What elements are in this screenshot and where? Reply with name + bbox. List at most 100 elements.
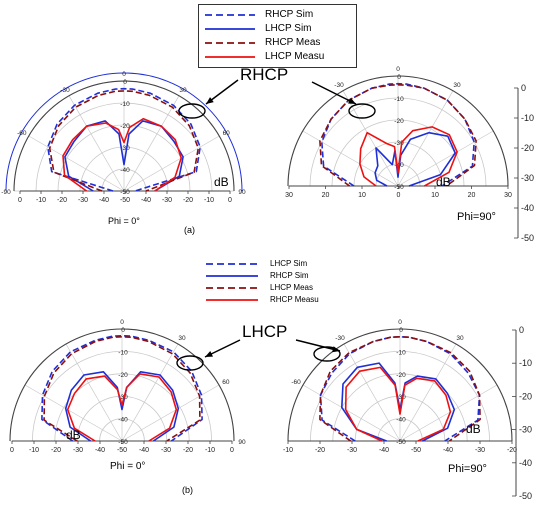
legend-line-sample — [206, 263, 258, 265]
radial-tick-label: -10 — [396, 349, 406, 356]
series-line — [359, 126, 458, 187]
callout-arrowhead — [348, 97, 356, 104]
bottom-tick-label: -40 — [95, 447, 105, 454]
panel-label-a: (a) — [184, 225, 195, 235]
radial-tick-label: -50 — [396, 439, 406, 446]
bottom-tick-label: -20 — [183, 447, 193, 454]
series-line — [344, 366, 452, 442]
legend-b-label: RHCP Measu — [270, 295, 319, 304]
bottom-tick-label: -20 — [57, 197, 67, 204]
legend-b-row: RHCP Sim — [200, 270, 338, 282]
legend-line-sample — [206, 299, 258, 301]
side-axis-tick-label: -50 — [519, 491, 532, 501]
bottom-tick-label: -50 — [120, 197, 130, 204]
side-axis-tick-label: -20 — [521, 143, 534, 153]
bottom-tick-label: 0 — [397, 192, 401, 199]
angle-tick-label: 30 — [179, 87, 187, 94]
polar-spoke — [302, 384, 401, 442]
legend-b: LHCP Sim RHCP Sim LHCP Meas RHCP Measu — [200, 257, 338, 313]
legend-b-row: LHCP Sim — [200, 258, 338, 270]
radial-tick-label: 0 — [397, 74, 401, 81]
bottom-tick-label: -10 — [29, 447, 39, 454]
bottom-tick-label: 20 — [322, 192, 330, 199]
radial-tick-label: -40 — [396, 417, 406, 424]
series-line — [374, 131, 456, 187]
polar-spoke — [302, 130, 399, 187]
angle-tick-label: 60 — [222, 379, 230, 386]
angle-tick-label: 30 — [456, 335, 464, 342]
bottom-tick-label: 30 — [285, 192, 293, 199]
legend-line-sample — [205, 42, 255, 44]
angle-tick-label: 90 — [238, 189, 246, 196]
legend-line-sample — [205, 56, 255, 58]
cut-label-b-left: Phi = 0° — [110, 461, 146, 472]
angle-tick-label: 90 — [238, 439, 246, 446]
unit-label-a-right: dB — [436, 175, 451, 189]
series-line — [62, 117, 182, 192]
bottom-tick-label: -10 — [283, 447, 293, 454]
angle-tick-label: 0 — [122, 71, 126, 78]
bottom-tick-label: -20 — [507, 447, 517, 454]
legend-a-row: LHCP Sim — [199, 23, 356, 35]
legend-a: RHCP Sim LHCP Sim RHCP Meas LHCP Measu — [198, 4, 357, 68]
angle-tick-label: -30 — [334, 82, 344, 89]
bottom-tick-label: -30 — [78, 197, 88, 204]
bottom-tick-label: -10 — [205, 447, 215, 454]
legend-line-sample — [206, 287, 258, 289]
polar-spoke — [399, 384, 498, 442]
bottom-tick-label: -30 — [73, 447, 83, 454]
side-axis-tick-label: -40 — [521, 203, 534, 213]
radial-tick-label: -40 — [120, 167, 130, 174]
series-line — [319, 84, 477, 187]
radial-tick-label: -40 — [118, 417, 128, 424]
legend-a-label: RHCP Sim — [265, 9, 314, 20]
callout-arrowhead — [206, 97, 214, 104]
polar-outer-ring — [5, 72, 243, 192]
radial-tick-label: 0 — [399, 327, 403, 334]
bottom-tick-label: -40 — [141, 197, 151, 204]
polar-frame — [13, 80, 235, 192]
radial-tick-label: -50 — [118, 439, 128, 446]
side-axis-tick-label: -30 — [519, 425, 532, 435]
legend-a-label: RHCP Meas — [265, 37, 321, 48]
bottom-tick-label: 0 — [230, 447, 234, 454]
bottom-tick-label: -30 — [475, 447, 485, 454]
bottom-tick-label: -20 — [315, 447, 325, 454]
callout-rhcp: RHCP — [240, 65, 289, 84]
series-line — [64, 120, 184, 192]
bottom-tick-label: -50 — [411, 447, 421, 454]
bottom-tick-label: -30 — [162, 197, 172, 204]
callout-arrow — [311, 81, 357, 105]
polar-spoke — [28, 135, 125, 192]
radial-tick-label: -20 — [120, 123, 130, 130]
polar-spoke — [121, 343, 179, 442]
bottom-tick-label: -20 — [183, 197, 193, 204]
bottom-tick-label: 30 — [504, 192, 512, 199]
series-line — [64, 371, 180, 442]
legend-line-sample — [205, 14, 255, 16]
angle-tick-label: 30 — [178, 335, 186, 342]
radial-tick-label: -10 — [394, 96, 404, 103]
polar-spoke — [343, 343, 401, 442]
side-axis-tick-label: -30 — [521, 173, 534, 183]
series-line — [321, 82, 475, 187]
polar-spoke — [399, 343, 457, 442]
side-axis-tick-label: -10 — [521, 113, 534, 123]
callout-ellipse — [348, 103, 376, 119]
unit-label-a-left: dB — [214, 175, 229, 189]
bottom-tick-label: -20 — [51, 447, 61, 454]
bottom-tick-label: -40 — [139, 447, 149, 454]
radial-tick-label: -20 — [396, 372, 406, 379]
cut-label-b-right: Phi=90° — [448, 463, 487, 475]
radial-tick-label: 0 — [121, 327, 125, 334]
polar-spoke — [24, 384, 123, 442]
radial-tick-label: -20 — [118, 372, 128, 379]
polar-frame — [287, 328, 513, 442]
legend-b-label: LHCP Meas — [270, 283, 313, 292]
angle-tick-label: -30 — [60, 87, 70, 94]
angle-tick-label: 30 — [453, 82, 461, 89]
radial-tick-label: -50 — [394, 184, 404, 191]
series-line — [319, 336, 481, 442]
series-line — [66, 373, 178, 442]
unit-label-b-right: dB — [466, 422, 481, 436]
